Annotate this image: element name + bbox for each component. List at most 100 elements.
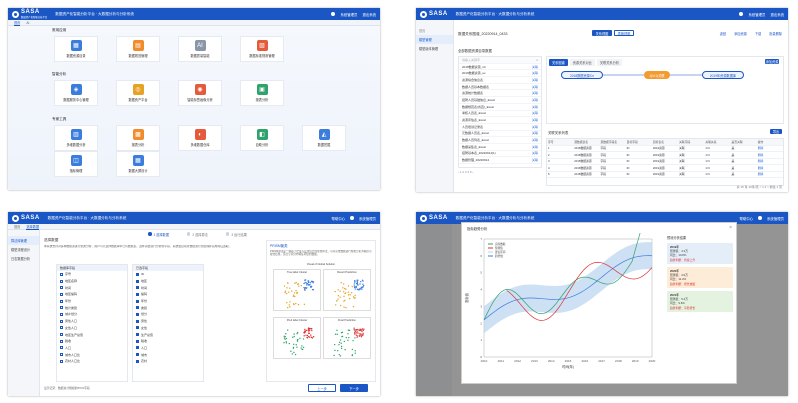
tab-select-data[interactable]: 选择数据 <box>26 224 40 230</box>
sidebar-item-log[interactable]: 日志数据分析 <box>11 257 31 261</box>
app-card[interactable]: AI 数据质量智能 <box>178 36 222 62</box>
link-button[interactable]: 关联 <box>531 144 538 149</box>
link-button[interactable]: 关联 <box>531 131 538 136</box>
help-link[interactable]: 帮助中心 <box>739 216 754 221</box>
logout-link[interactable]: 退出系统 <box>770 12 784 17</box>
user-name[interactable]: 系统管理员 <box>340 12 358 17</box>
search-input[interactable]: 请输入关键字 <box>462 57 481 62</box>
list-item[interactable]: 数据管理_20220914 关联 <box>459 157 541 164</box>
field-item[interactable]: 时间 <box>57 284 127 291</box>
app-card[interactable]: ◎ 数据资产平台 <box>116 80 160 106</box>
checkbox[interactable] <box>136 286 139 290</box>
checkbox[interactable] <box>136 306 139 310</box>
list-item[interactable]: 2018数据资源_Cn 关联 <box>459 64 541 71</box>
field-item[interactable]: 时间 <box>133 284 203 291</box>
download-button[interactable]: 下载 <box>754 32 762 36</box>
list-item[interactable]: 2019数据资源_ex 关联 <box>459 70 541 78</box>
checkbox[interactable] <box>136 272 139 276</box>
back-button[interactable]: 返回 <box>719 32 727 36</box>
logout-link[interactable]: 退出系统 <box>362 12 376 17</box>
field-item[interactable]: 城乡划分 <box>57 311 127 318</box>
checkbox[interactable] <box>60 299 63 303</box>
checkbox[interactable] <box>60 272 63 276</box>
app-card[interactable]: ◧ 自助分析 <box>240 125 284 151</box>
link-button[interactable]: 关联 <box>531 84 538 89</box>
graph-node-source[interactable]: 2018数据资源Cn <box>561 71 603 79</box>
app-card[interactable]: ▦ 数据资源目录 <box>54 36 98 62</box>
field-item[interactable]: 女性 <box>133 325 203 332</box>
avatar[interactable] <box>758 216 763 220</box>
graph-node-target[interactable]: 2019年资源数据库 <box>702 71 744 79</box>
list-item[interactable]: 数据规范表(省直)_Excel 关联 <box>459 104 541 111</box>
step-3[interactable]: 3 运行结果 <box>225 232 247 237</box>
app-card[interactable]: ▥ 多维数据分析 <box>54 125 98 151</box>
field-item[interactable]: 类别 <box>133 304 203 311</box>
avatar[interactable] <box>331 12 336 16</box>
app-card[interactable]: ◉ 智能标签画像分析 <box>178 80 222 106</box>
list-item[interactable]: 资源统计数据表 关联 <box>459 90 541 98</box>
app-card[interactable]: ◈ 数据服务中心管理 <box>54 80 98 106</box>
avatar[interactable] <box>739 12 744 16</box>
link-button[interactable]: 关联 <box>531 111 538 116</box>
view-toggle-graph[interactable]: 关系视图 <box>592 30 612 36</box>
help-link[interactable]: 帮助中心 <box>331 216 346 221</box>
list-item[interactable]: 元数据人员表_Excel 关联 <box>459 131 541 138</box>
field-item[interactable]: 税收 <box>133 338 203 345</box>
delete-link[interactable]: 删除 <box>757 159 764 164</box>
user-name[interactable]: 系统管理员 <box>359 216 376 221</box>
user-name[interactable]: 系统管理员 <box>767 216 784 221</box>
field-item[interactable]: 男性 <box>133 318 203 325</box>
list-item[interactable]: 数据人员列表_Excel 关联 <box>459 137 541 144</box>
checkbox[interactable] <box>60 319 63 323</box>
link-button[interactable]: 关联 <box>531 158 538 163</box>
checkbox[interactable] <box>60 346 63 350</box>
checkbox[interactable] <box>136 279 139 283</box>
tab-compare[interactable]: 资源关系对比 <box>569 59 595 66</box>
field-item[interactable]: 女性人口 <box>57 325 127 332</box>
field-item[interactable]: 地区名称 <box>57 278 127 285</box>
step-1[interactable]: 1 选择数据 <box>148 232 169 237</box>
checkbox[interactable] <box>136 299 139 303</box>
checkbox[interactable] <box>60 286 63 290</box>
avatar[interactable] <box>350 216 355 220</box>
checkbox[interactable] <box>60 353 63 357</box>
field-item[interactable]: 地区 <box>133 278 203 285</box>
checkbox[interactable] <box>60 279 63 283</box>
sidebar-item-algo[interactable]: 算法库管理 <box>8 236 39 245</box>
link-button[interactable]: 关联 <box>531 77 538 82</box>
field-item[interactable]: 划分 <box>133 311 203 318</box>
close-icon[interactable]: × <box>729 225 732 231</box>
tab-ai[interactable]: AI <box>26 20 30 25</box>
next-step-button[interactable]: 下一步 <box>340 384 368 392</box>
field-item[interactable]: 年份 <box>57 298 127 305</box>
field-item[interactable]: 地区编码 <box>57 291 127 298</box>
field-item[interactable]: 编码 <box>133 291 203 298</box>
delete-link[interactable]: 删除 <box>757 146 764 151</box>
field-item[interactable]: 人口 <box>57 345 127 352</box>
link-button[interactable]: 关联 <box>531 138 538 143</box>
step-2[interactable]: 2 选择算法 <box>186 232 208 237</box>
field-item[interactable]: 农村 <box>133 358 203 365</box>
list-item[interactable]: 人员培训记录表 关联 <box>459 124 541 131</box>
link-button[interactable]: 关联 <box>531 91 538 96</box>
table-pagination[interactable]: 共 15 条 10条/页 < 1 2 > 前往 1 页 <box>736 185 782 189</box>
link-button[interactable]: 关联 <box>531 97 538 102</box>
delete-link[interactable]: 删除 <box>757 172 764 177</box>
link-button[interactable]: 关联 <box>531 64 538 69</box>
batch-delete-button[interactable]: 批量删除 <box>769 32 782 36</box>
prev-step-button[interactable]: 上一步 <box>308 384 336 392</box>
export-button[interactable]: 导出 <box>770 129 782 134</box>
sidebar-item-flow[interactable]: 模型流程设计 <box>11 248 31 252</box>
tab-home[interactable]: 首页 <box>14 20 21 26</box>
user-name[interactable]: 系统管理员 <box>748 12 766 17</box>
list-item[interactable]: 招聘基本表_20220914(1) 关联 <box>459 151 541 158</box>
app-card[interactable]: ▤ 数据规范管理 <box>116 36 160 62</box>
field-item[interactable]: 人口 <box>133 345 203 352</box>
checkbox[interactable] <box>136 339 139 343</box>
delete-link[interactable]: 删除 <box>757 165 764 170</box>
link-button[interactable]: 关联 <box>531 71 538 76</box>
app-card[interactable]: ◫ 指标管理 <box>54 151 98 177</box>
checkbox[interactable] <box>136 353 139 357</box>
link-button[interactable]: 关联 <box>531 118 538 123</box>
list-item[interactable]: 考核人员表_Excel 关联 <box>459 111 541 118</box>
